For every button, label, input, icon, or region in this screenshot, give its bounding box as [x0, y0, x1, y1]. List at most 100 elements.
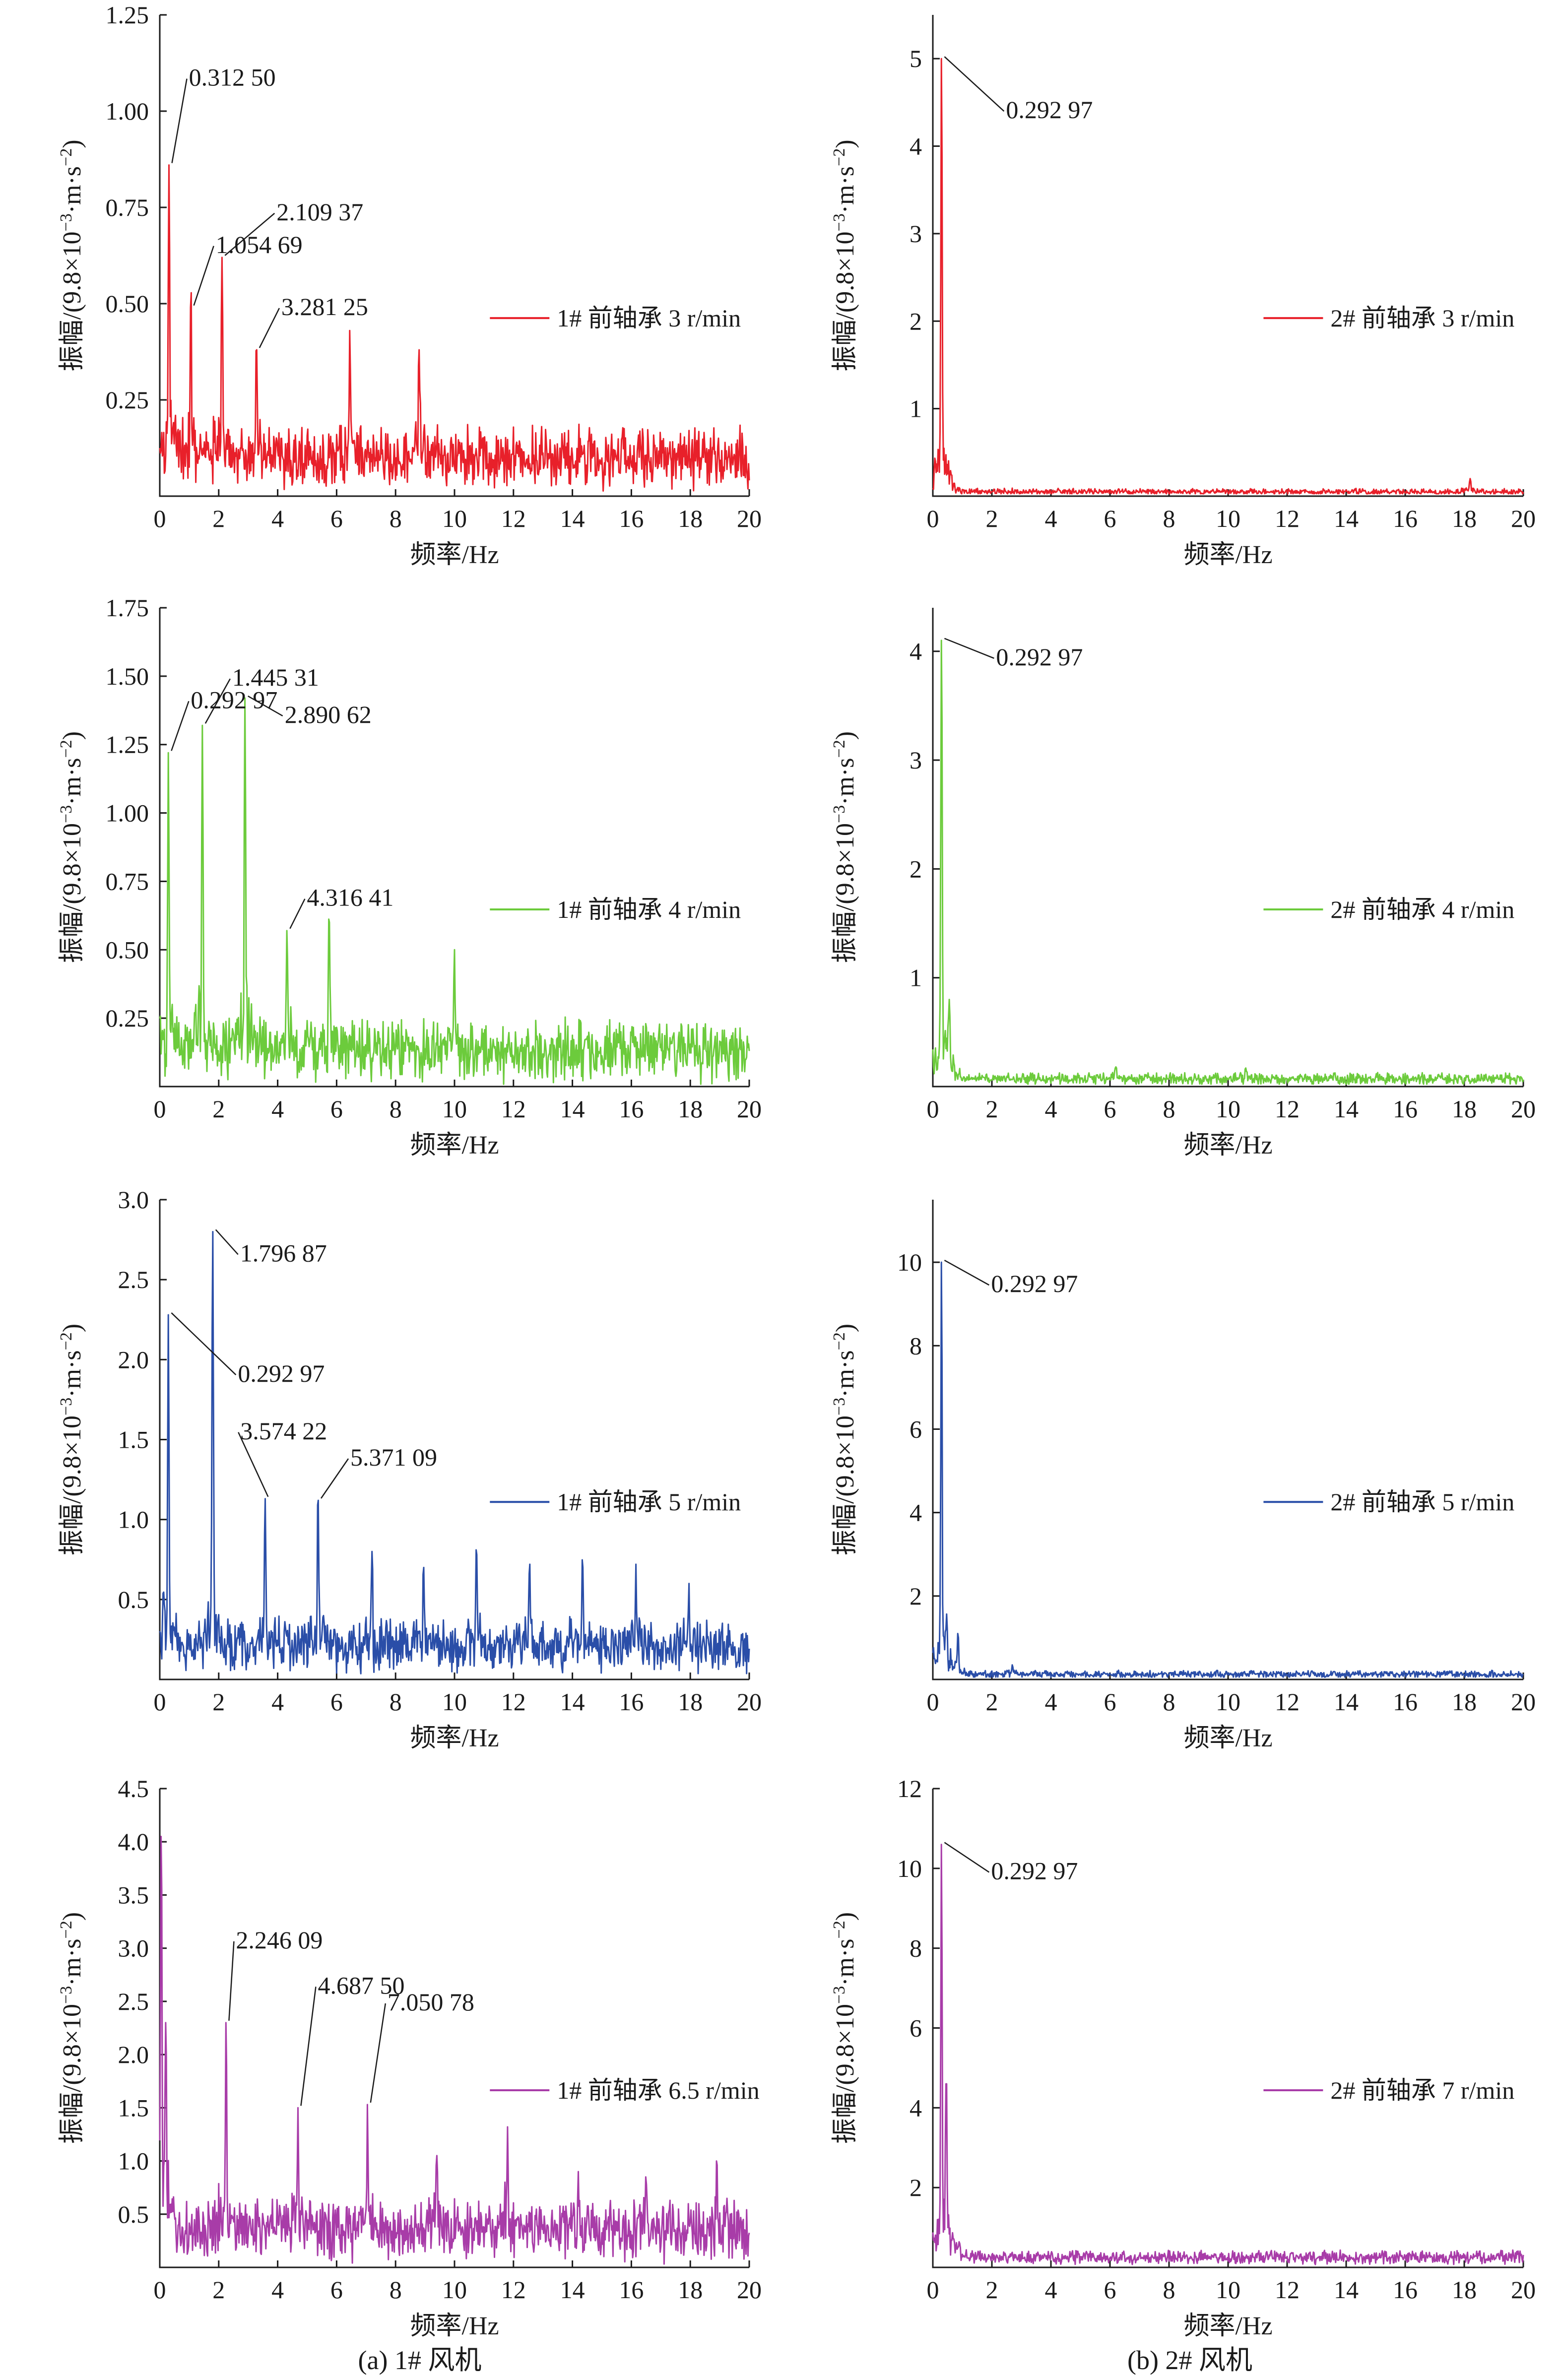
axes-frame — [159, 1789, 749, 2268]
peak-annotation: 0.312 50 — [189, 64, 276, 91]
chart-panel-b1: 0 2 4 6 8 10 12 14 16 18 2012345频率/Hz振幅/(9.8×10−3·… — [830, 15, 1536, 569]
x-tick-label: 20 — [737, 505, 762, 532]
peak-leader-line — [370, 2003, 387, 2103]
y-tick-label: 3 — [910, 220, 922, 248]
x-tick-label: 0 — [927, 1095, 939, 1123]
spectrum-series-line — [932, 1844, 1524, 2265]
peak-leader-line — [215, 1229, 239, 1255]
legend-label: 1# 前轴承 3 r/min — [557, 304, 741, 332]
peak-leader-line — [238, 1432, 269, 1497]
x-tick-label: 2 — [212, 2276, 225, 2304]
x-tick-label: 4 — [1045, 1688, 1057, 1716]
x-tick-label: 12 — [1275, 1688, 1300, 1716]
x-tick-label: 14 — [560, 2276, 585, 2304]
legend-label: 1# 前轴承 5 r/min — [557, 1488, 741, 1516]
y-tick-label: 2.0 — [118, 1346, 149, 1373]
y-tick-label: 4 — [910, 2094, 922, 2122]
y-axis-label: 振幅/(9.8×10−3·m·s−2) — [830, 139, 860, 371]
x-tick-label: 18 — [678, 1095, 703, 1123]
x-axis-label: 频率/Hz — [410, 2312, 499, 2340]
peak-leader-line — [300, 1987, 317, 2106]
x-tick-label: 18 — [678, 2276, 703, 2304]
peak-annotation: 0.292 97 — [991, 1857, 1078, 1885]
legend-label: 1# 前轴承 6.5 r/min — [557, 2076, 759, 2104]
x-tick-label: 4 — [1045, 1095, 1057, 1123]
y-tick-label: 1.0 — [118, 1506, 149, 1534]
x-tick-label: 6 — [1104, 1095, 1116, 1123]
peak-annotation: 2.246 09 — [236, 1926, 323, 1954]
caption-a: (a) 1# 风机 — [358, 2345, 482, 2375]
x-tick-label: 20 — [1511, 1095, 1536, 1123]
peak-leader-line — [224, 212, 275, 256]
x-axis-label: 频率/Hz — [1183, 1131, 1272, 1159]
peak-leader-line — [193, 246, 214, 306]
x-tick-label: 20 — [737, 1095, 762, 1123]
y-tick-label: 1.75 — [106, 594, 149, 622]
x-tick-label: 16 — [1393, 1688, 1418, 1716]
x-axis-label: 频率/Hz — [1183, 1724, 1272, 1752]
y-tick-label: 6 — [910, 1415, 922, 1443]
y-tick-label: 12 — [897, 1775, 922, 1802]
x-tick-label: 6 — [330, 2276, 343, 2304]
x-tick-label: 6 — [1104, 1688, 1116, 1716]
x-tick-label: 6 — [1104, 505, 1116, 532]
peak-leader-line — [289, 899, 306, 929]
y-tick-label: 0.75 — [106, 867, 149, 895]
y-tick-label: 2 — [910, 855, 922, 883]
peak-annotation: 1.796 87 — [240, 1239, 327, 1267]
y-tick-label: 3.0 — [118, 1934, 149, 1962]
peak-annotation: 0.292 97 — [238, 1359, 325, 1387]
x-tick-label: 20 — [1511, 2276, 1536, 2304]
legend-label: 2# 前轴承 7 r/min — [1330, 2076, 1514, 2104]
caption-b: (b) 2# 风机 — [1127, 2345, 1252, 2375]
x-tick-label: 4 — [271, 1095, 284, 1123]
x-tick-label: 4 — [1045, 505, 1057, 532]
chart-panel-a1: 0 2 4 6 8 10 12 14 16 18 20 0.25 0.50 0.75 1.00 1.25 频率/… — [57, 1, 762, 569]
axes-frame — [932, 608, 1523, 1088]
legend-label: 2# 前轴承 4 r/min — [1330, 896, 1514, 923]
x-tick-label: 10 — [442, 1688, 467, 1716]
x-tick-label: 12 — [501, 2276, 526, 2304]
spectrum-series-line — [159, 1231, 750, 1674]
peak-leader-line — [171, 78, 188, 163]
spectrum-series-line — [932, 58, 1524, 495]
x-tick-label: 8 — [1163, 2276, 1175, 2304]
peak-annotation: 2.890 62 — [285, 701, 372, 728]
chart-panel-b2: 0 2 4 6 8 10 12 14 16 18 201234频率/Hz振幅/(9.8×10−3·m… — [830, 608, 1536, 1159]
x-axis-label: 频率/Hz — [410, 1131, 499, 1159]
peak-annotation: 0.292 97 — [1006, 96, 1093, 124]
y-tick-label: 4.5 — [118, 1775, 149, 1802]
x-tick-label: 0 — [154, 2276, 166, 2304]
y-tick-label: 1.5 — [118, 2094, 149, 2122]
y-tick-label: 2.5 — [118, 1988, 149, 2015]
x-tick-label: 0 — [154, 1688, 166, 1716]
y-tick-label: 2.0 — [118, 2041, 149, 2068]
peak-leader-line — [171, 1312, 237, 1375]
x-tick-label: 18 — [1452, 1095, 1477, 1123]
y-tick-label: 3.0 — [118, 1186, 149, 1214]
x-tick-label: 0 — [927, 1688, 939, 1716]
y-tick-label: 0.5 — [118, 2200, 149, 2228]
peak-annotation: 0.292 97 — [191, 686, 277, 713]
x-tick-label: 8 — [1163, 505, 1175, 532]
x-tick-label: 14 — [1334, 505, 1359, 532]
y-tick-label: 1.5 — [118, 1426, 149, 1454]
y-tick-label: 0.25 — [106, 386, 149, 414]
x-tick-label: 2 — [986, 1095, 998, 1123]
spectrum-series-line — [932, 640, 1524, 1085]
peak-leader-line — [944, 56, 1005, 112]
x-tick-label: 16 — [619, 1688, 644, 1716]
x-tick-label: 16 — [1393, 1095, 1418, 1123]
peak-leader-line — [259, 308, 280, 348]
x-tick-label: 2 — [212, 1688, 225, 1716]
x-tick-label: 20 — [1511, 1688, 1536, 1716]
peak-annotation: 1.054 69 — [216, 231, 303, 258]
spectrum-series-line — [159, 164, 750, 492]
x-tick-label: 8 — [390, 1688, 402, 1716]
x-tick-label: 4 — [271, 1688, 284, 1716]
peak-annotation: 2.109 37 — [276, 198, 363, 226]
peak-annotation: 5.371 09 — [350, 1443, 437, 1471]
x-tick-label: 12 — [501, 1095, 526, 1123]
x-tick-label: 6 — [330, 505, 343, 532]
y-axis-label: 振幅/(9.8×10−3·m·s−2) — [57, 731, 87, 963]
